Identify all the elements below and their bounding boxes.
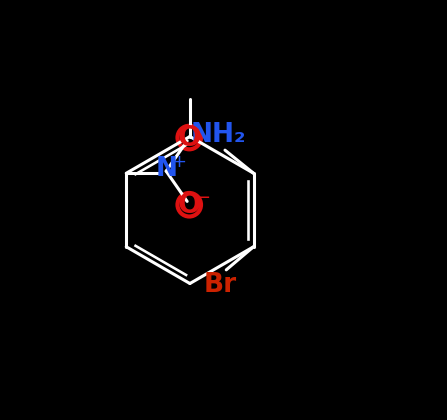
Text: N: N — [155, 156, 177, 182]
Text: +: + — [171, 153, 186, 171]
Text: NH₂: NH₂ — [191, 123, 246, 148]
Text: Br: Br — [203, 272, 236, 297]
Text: O: O — [177, 191, 201, 219]
Text: O: O — [177, 123, 201, 152]
Text: −: − — [195, 189, 210, 207]
